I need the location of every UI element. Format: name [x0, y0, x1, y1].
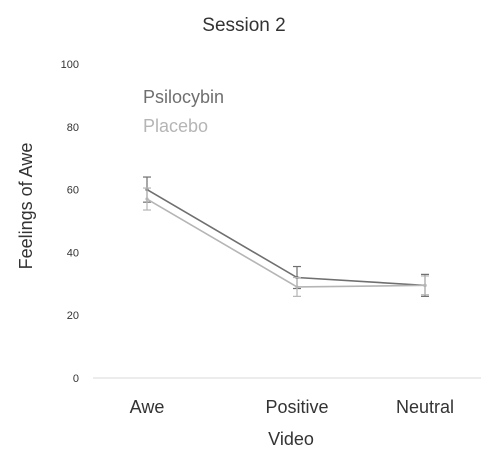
y-tick-label: 80	[67, 122, 79, 134]
series-line	[146, 188, 426, 287]
legend-entry-placebo: Placebo	[143, 116, 208, 136]
x-tick-label: Positive	[265, 397, 328, 417]
series-psilocybin	[143, 176, 429, 297]
data-point	[295, 285, 299, 289]
y-tick-label: 60	[67, 185, 79, 197]
y-tick-label: 100	[61, 59, 79, 71]
data-point	[145, 197, 149, 201]
x-tick-label: Neutral	[396, 397, 454, 417]
x-tick-label: Awe	[130, 397, 165, 417]
legend-entry-psilocybin: Psilocybin	[143, 87, 224, 107]
legend: Psilocybin Placebo	[143, 87, 224, 136]
data-point	[423, 283, 427, 287]
y-tick-label: 0	[73, 373, 79, 385]
series-placebo	[143, 187, 429, 297]
y-axis-label: Feelings of Awe	[16, 143, 36, 270]
y-tick-label: 20	[67, 310, 79, 322]
series-layer	[143, 176, 429, 297]
chart-title: Session 2	[202, 15, 285, 36]
y-axis-ticks: 0 20 40 60 80 100	[61, 59, 79, 385]
x-axis-label: Video	[268, 429, 314, 449]
x-axis-ticks: Awe Positive Neutral	[130, 397, 454, 417]
y-tick-label: 40	[67, 247, 79, 259]
series-line	[146, 198, 426, 288]
